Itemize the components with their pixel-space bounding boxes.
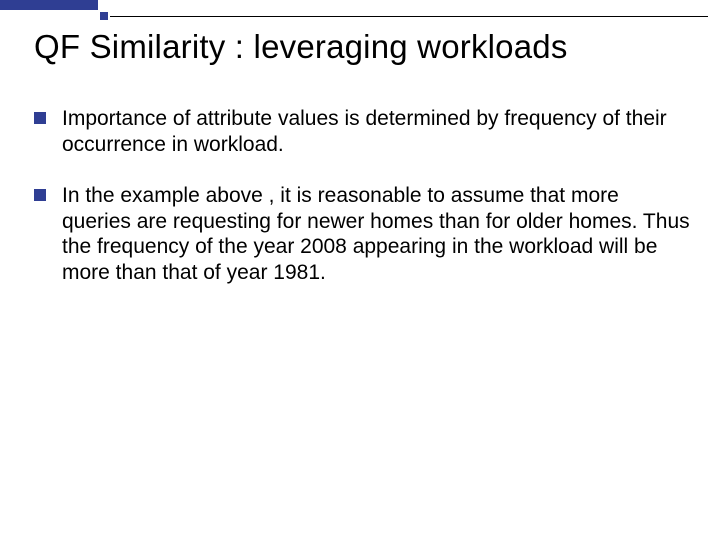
bullet-text: In the example above , it is reasonable … [62,183,692,285]
bullet-square-icon [34,189,46,201]
slide-body: Importance of attribute values is determ… [34,106,692,312]
bullet-square-icon [34,112,46,124]
accent-bar [0,0,98,10]
accent-square [100,12,108,20]
slide: QF Similarity : leveraging workloads Imp… [0,0,720,540]
title-rule [110,16,708,17]
list-item: In the example above , it is reasonable … [34,183,692,285]
slide-title: QF Similarity : leveraging workloads [34,28,568,66]
bullet-text: Importance of attribute values is determ… [62,106,692,157]
list-item: Importance of attribute values is determ… [34,106,692,157]
